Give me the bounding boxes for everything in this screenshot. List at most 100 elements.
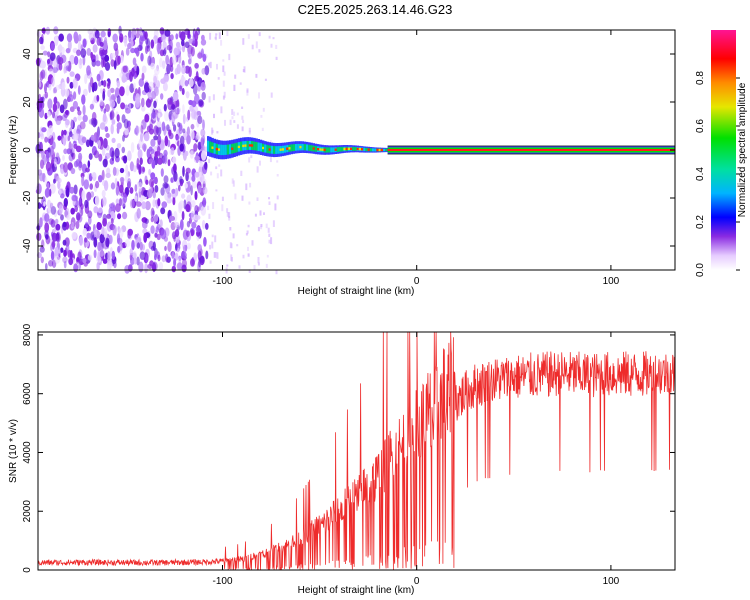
noise-blob xyxy=(73,116,77,123)
noise-blob xyxy=(182,244,187,253)
signal-core xyxy=(220,144,223,156)
signal-core xyxy=(328,147,331,153)
noise-blob xyxy=(189,150,194,159)
noise-blob xyxy=(169,65,174,72)
noise-blob xyxy=(147,189,153,199)
noise-blob xyxy=(128,31,132,43)
noise-blob xyxy=(82,104,86,116)
noise-blob xyxy=(40,133,45,140)
noise-blob xyxy=(179,143,184,152)
noise-blob xyxy=(82,38,87,48)
noise-speck xyxy=(274,203,277,211)
noise-speck xyxy=(211,129,214,133)
noise-speck xyxy=(245,233,248,236)
noise-blob xyxy=(184,41,190,49)
noise-blob xyxy=(93,237,98,248)
noise-blob xyxy=(195,226,201,233)
signal-core xyxy=(235,142,238,153)
noise-speck xyxy=(243,66,246,73)
noise-speck xyxy=(270,43,273,48)
noise-blob xyxy=(172,108,178,120)
bottom-x-tick-label: -100 xyxy=(212,576,232,587)
noise-blob xyxy=(97,241,102,252)
noise-blob xyxy=(36,30,41,38)
noise-blob xyxy=(73,55,79,66)
noise-blob xyxy=(109,99,116,108)
signal-track xyxy=(207,136,675,160)
noise-blob xyxy=(127,150,132,161)
noise-blob xyxy=(54,246,59,258)
noise-blob xyxy=(143,232,148,243)
noise-speck xyxy=(233,84,236,91)
noise-blob xyxy=(62,134,66,145)
noise-blob xyxy=(77,251,82,261)
noise-blob xyxy=(76,212,81,221)
signal-peak xyxy=(323,148,326,152)
signal-peak xyxy=(231,147,234,150)
noise-blob xyxy=(71,231,77,240)
signal-peak xyxy=(281,148,285,151)
noise-blob xyxy=(159,57,163,68)
noise-blob xyxy=(162,41,167,50)
noise-blob xyxy=(143,132,150,142)
noise-blob xyxy=(38,81,42,88)
noise-blob xyxy=(139,251,146,260)
noise-blob xyxy=(45,234,49,240)
noise-blob xyxy=(84,73,88,85)
noise-blob xyxy=(111,150,115,162)
noise-blob xyxy=(80,48,87,58)
noise-blob xyxy=(138,181,143,193)
noise-speck xyxy=(209,260,212,264)
noise-blob xyxy=(119,242,123,251)
signal-core xyxy=(383,148,386,152)
noise-blob xyxy=(171,265,176,273)
noise-blob xyxy=(106,251,111,261)
noise-blob xyxy=(76,128,80,134)
signal-peak xyxy=(299,145,302,149)
signal-peak xyxy=(367,148,370,151)
noise-blob xyxy=(53,58,58,69)
noise-blob xyxy=(157,157,163,165)
noise-blob xyxy=(71,194,77,202)
noise-blob xyxy=(44,213,50,223)
signal-peak xyxy=(244,144,247,147)
noise-blob xyxy=(55,223,61,231)
signal-peak xyxy=(215,147,219,151)
noise-speck xyxy=(222,80,225,87)
noise-blob xyxy=(62,239,67,246)
noise-speck xyxy=(268,233,271,237)
noise-blob xyxy=(76,49,81,56)
noise-blob xyxy=(60,214,64,221)
noise-blob xyxy=(164,245,167,252)
noise-speck xyxy=(231,116,234,120)
noise-blob xyxy=(90,134,95,141)
noise-blob xyxy=(166,44,172,51)
noise-blob xyxy=(161,121,166,132)
signal-core xyxy=(264,144,267,153)
noise-blob xyxy=(175,243,178,251)
top-x-ticks: -100 0 100 xyxy=(212,30,620,287)
noise-speck xyxy=(236,124,239,129)
top-y-tick-label: 40 xyxy=(22,48,33,60)
noise-blob xyxy=(52,103,58,113)
noise-blob xyxy=(88,216,92,225)
noise-blob xyxy=(202,119,205,130)
noise-blob xyxy=(138,261,144,273)
noise-blob xyxy=(95,60,101,67)
signal-core xyxy=(310,145,313,152)
noise-blob xyxy=(106,82,111,89)
noise-blob xyxy=(144,218,149,224)
noise-blob xyxy=(190,200,196,208)
noise-blob xyxy=(99,122,106,130)
noise-blob xyxy=(136,157,140,169)
top-y-tick-label: -40 xyxy=(22,238,33,253)
signal-core xyxy=(352,146,355,151)
signal-peak xyxy=(317,148,320,151)
noise-blob xyxy=(69,131,73,138)
snr-plot-area xyxy=(38,332,675,570)
noise-blob xyxy=(127,178,132,188)
noise-blob xyxy=(101,226,105,235)
noise-blob xyxy=(178,45,182,52)
noise-blob xyxy=(144,113,150,123)
